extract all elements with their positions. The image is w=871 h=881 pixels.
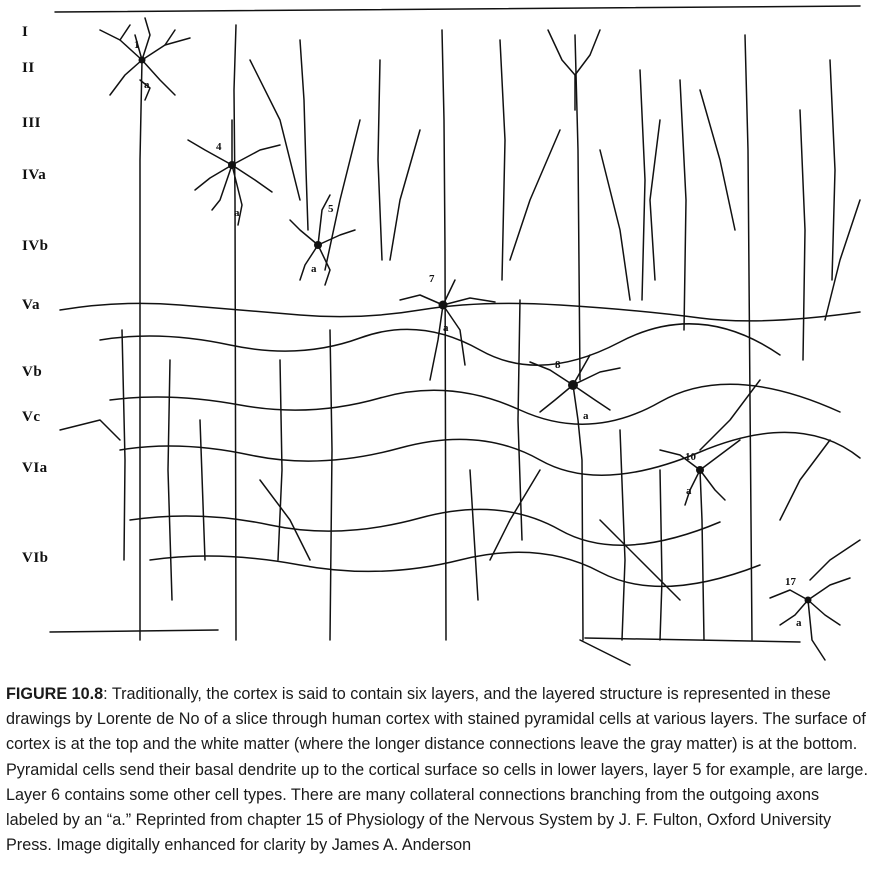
layer-label-III: III bbox=[22, 115, 42, 131]
layer-label-VIa: VIa bbox=[22, 460, 48, 476]
layer-label-VIb: VIb bbox=[22, 550, 49, 566]
cell-body-4 bbox=[228, 161, 236, 169]
cell-body-7 bbox=[438, 300, 448, 310]
cell-number-5: 5 bbox=[328, 203, 334, 215]
cortex-drawing: I II III IVa IVb Va Vb Vc VIa VIb bbox=[22, 5, 861, 666]
pyramidal-cell-5 bbox=[289, 194, 356, 286]
pyramidal-cell-10 bbox=[659, 439, 741, 641]
cell-number-17: 17 bbox=[785, 576, 797, 588]
layer-label-I: I bbox=[22, 24, 29, 40]
axon-label-8: a bbox=[583, 410, 589, 422]
layer-label-II: II bbox=[22, 60, 35, 76]
axon-label-10: a bbox=[686, 485, 692, 497]
layer-label-Vc: Vc bbox=[22, 409, 41, 425]
cell-number-1: 1 bbox=[134, 39, 140, 51]
layer-label-IVa: IVa bbox=[22, 167, 47, 183]
axon-label-4: a bbox=[234, 207, 240, 219]
cell-number-7: 7 bbox=[429, 273, 435, 285]
axon-label-7: a bbox=[443, 322, 449, 334]
cell-body-8 bbox=[568, 380, 578, 390]
cell-body-17 bbox=[804, 596, 812, 604]
caption-text: : Traditionally, the cortex is said to c… bbox=[6, 685, 868, 855]
figure-caption: FIGURE 10.8: Traditionally, the cortex i… bbox=[6, 682, 868, 858]
cell-body-10 bbox=[696, 466, 704, 474]
layer-label-IVb: IVb bbox=[22, 238, 49, 254]
cortical-surface-line bbox=[54, 5, 861, 13]
neuron-drawing-svg: 1 4 5 7 8 10 17 a a a a a a a bbox=[49, 5, 861, 666]
axon-label-17: a bbox=[796, 617, 802, 629]
cell-number-10: 10 bbox=[685, 451, 697, 463]
pyramidal-cell-7 bbox=[399, 279, 496, 381]
cell-number-8: 8 bbox=[555, 359, 561, 371]
layer-label-Va: Va bbox=[22, 297, 40, 313]
axon-label-1: a bbox=[144, 79, 150, 91]
cell-body-5 bbox=[314, 241, 322, 249]
pyramidal-cell-8 bbox=[529, 354, 621, 641]
figure-label: FIGURE 10.8 bbox=[6, 685, 104, 703]
cell-number-4: 4 bbox=[216, 141, 222, 153]
cell-body-1 bbox=[138, 56, 146, 64]
layer-label-Vb: Vb bbox=[22, 364, 43, 380]
pyramidal-cell-4 bbox=[187, 119, 281, 226]
pyramidal-cell-1 bbox=[99, 17, 191, 641]
pyramidal-cell-17 bbox=[769, 577, 851, 661]
axon-label-5: a bbox=[311, 263, 317, 275]
